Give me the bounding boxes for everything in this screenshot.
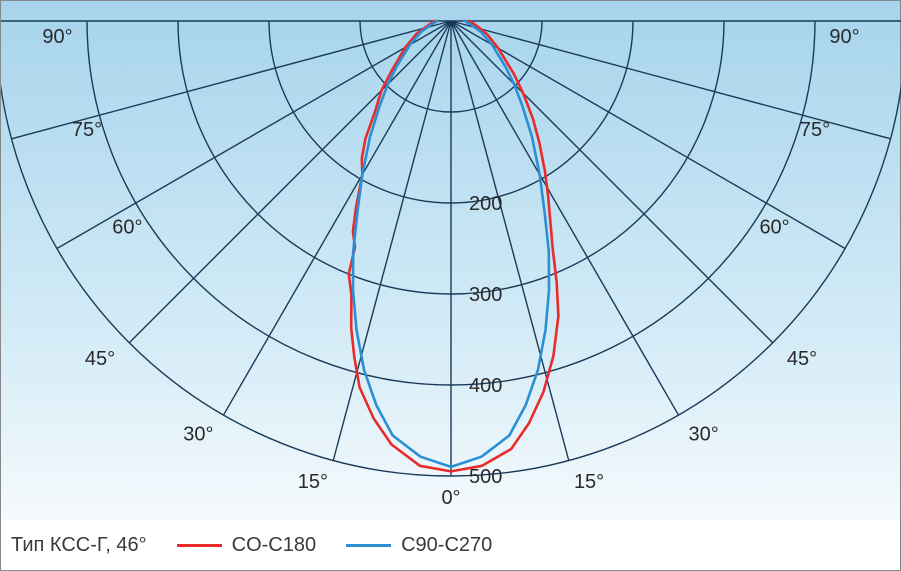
svg-text:15°: 15° bbox=[298, 471, 328, 493]
legend-label-1: C90-C270 bbox=[401, 534, 492, 557]
svg-text:0°: 0° bbox=[441, 487, 460, 509]
legend-bar: Тип КСС-Г, 46° CO-C180 C90-C270 bbox=[1, 520, 900, 570]
svg-text:75°: 75° bbox=[800, 119, 830, 141]
svg-text:60°: 60° bbox=[759, 216, 789, 238]
svg-text:200: 200 bbox=[469, 193, 502, 215]
svg-text:45°: 45° bbox=[787, 348, 817, 370]
svg-text:75°: 75° bbox=[72, 119, 102, 141]
svg-text:90°: 90° bbox=[42, 26, 72, 48]
legend-title: Тип КСС-Г, 46° bbox=[11, 534, 147, 557]
svg-text:45°: 45° bbox=[85, 348, 115, 370]
svg-text:60°: 60° bbox=[112, 216, 142, 238]
svg-text:400: 400 bbox=[469, 375, 502, 397]
polar-chart-svg: 200 300 400 500 90° 75° 60° 45° 30° 15° 0° 15° 30° 45… bbox=[1, 1, 901, 521]
legend-swatch-0 bbox=[177, 544, 222, 547]
polar-chart-container: 200 300 400 500 90° 75° 60° 45° 30° 15° 0° 15° 30° 45… bbox=[0, 0, 901, 571]
svg-text:15°: 15° bbox=[574, 471, 604, 493]
svg-text:500: 500 bbox=[469, 466, 502, 488]
legend-item-0: CO-C180 bbox=[177, 534, 316, 557]
svg-text:30°: 30° bbox=[689, 423, 719, 445]
svg-text:300: 300 bbox=[469, 284, 502, 306]
legend-item-1: C90-C270 bbox=[346, 534, 492, 557]
legend-label-0: CO-C180 bbox=[232, 534, 316, 557]
svg-text:30°: 30° bbox=[183, 423, 213, 445]
svg-text:90°: 90° bbox=[829, 26, 859, 48]
legend-swatch-1 bbox=[346, 544, 391, 547]
